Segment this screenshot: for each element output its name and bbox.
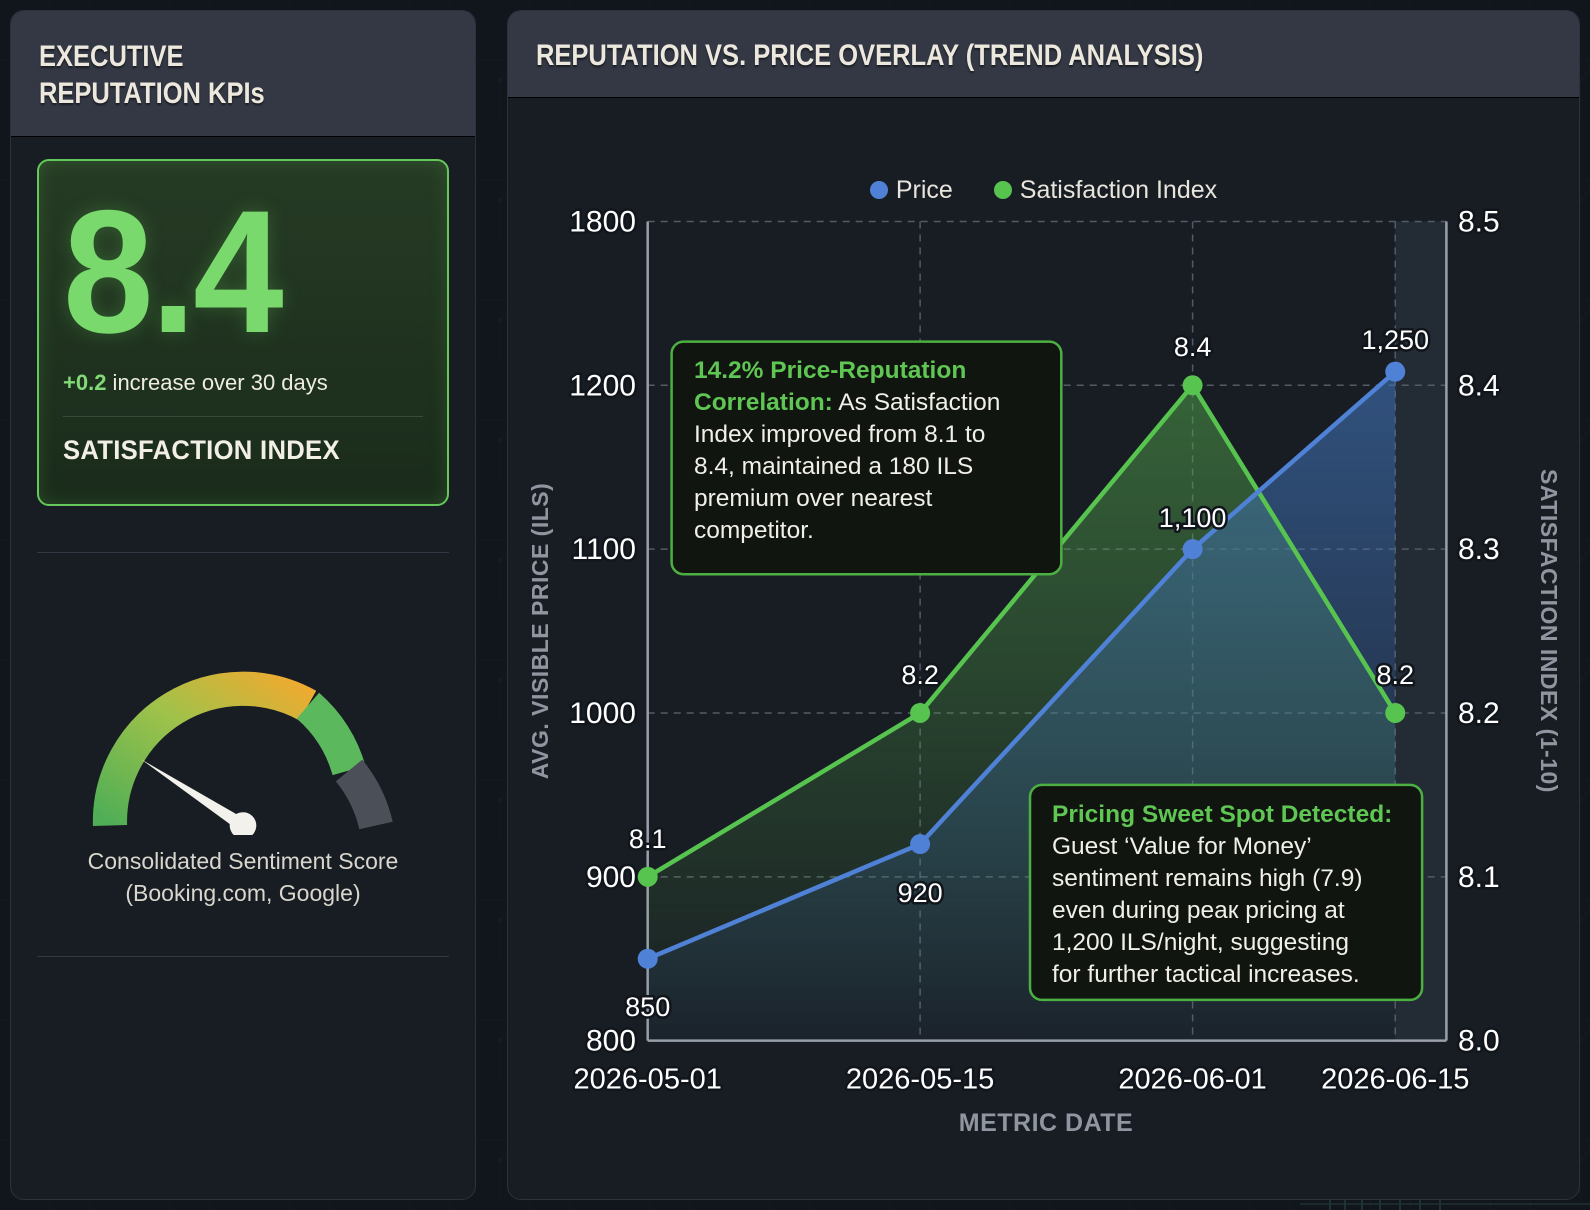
svg-text:8.2: 8.2: [1376, 660, 1414, 690]
svg-text:8.1: 8.1: [629, 824, 667, 854]
svg-text:800: 800: [586, 1025, 636, 1058]
svg-text:sentiment remains high (7.9): sentiment remains high (7.9): [1052, 865, 1362, 892]
svg-text:8.4: 8.4: [1174, 332, 1212, 362]
svg-text:METRIC DATE: METRIC DATE: [959, 1109, 1133, 1137]
svg-text:8.1: 8.1: [1458, 861, 1500, 894]
svg-text:even during peaк pricing at: even during peaк pricing at: [1052, 897, 1345, 924]
svg-text:AVG. VISIBLE PRICE (ILS): AVG. VISIBLE PRICE (ILS): [527, 483, 553, 780]
svg-text:1,250: 1,250: [1361, 325, 1429, 355]
svg-text:1000: 1000: [569, 697, 636, 730]
svg-text:1100: 1100: [571, 533, 636, 566]
svg-text:8.2: 8.2: [1458, 697, 1500, 730]
svg-text:premium over nearest: premium over nearest: [694, 485, 932, 512]
svg-text:14.2% Price-Reputation: 14.2% Price-Reputation: [694, 357, 966, 384]
svg-text:1200: 1200: [569, 369, 636, 402]
svg-text:8.4: 8.4: [1458, 369, 1500, 402]
svg-text:1800: 1800: [569, 205, 636, 238]
svg-text:for further tactical increases: for further tactical increases.: [1052, 961, 1360, 988]
svg-text:Pricing Sweet Spot Detected:: Pricing Sweet Spot Detected:: [1052, 801, 1392, 828]
svg-text:8.2: 8.2: [901, 660, 939, 690]
svg-text:8.5: 8.5: [1458, 205, 1500, 238]
svg-text:Correlation: As Satisfaction: Correlation: As Satisfaction: [694, 389, 1000, 416]
svg-text:2026-06-15: 2026-06-15: [1321, 1064, 1469, 1096]
svg-text:1,200 ILS/night, suggesting: 1,200 ILS/night, suggesting: [1052, 929, 1349, 956]
svg-text:8.4, maintained a 180 ILS: 8.4, maintained a 180 ILS: [694, 453, 973, 480]
svg-text:Index improved from 8.1 to: Index improved from 8.1 to: [694, 421, 985, 448]
svg-text:2026-06-01: 2026-06-01: [1118, 1064, 1266, 1096]
svg-text:1,100: 1,100: [1159, 503, 1227, 533]
svg-text:920: 920: [898, 878, 943, 908]
svg-text:Guest ‘Value for Money’: Guest ‘Value for Money’: [1052, 833, 1312, 860]
svg-text:8.3: 8.3: [1458, 533, 1500, 566]
svg-text:850: 850: [625, 992, 670, 1022]
svg-text:8.0: 8.0: [1458, 1025, 1500, 1058]
svg-text:competitor.: competitor.: [694, 517, 814, 544]
svg-text:900: 900: [586, 861, 636, 894]
svg-text:2026-05-01: 2026-05-01: [574, 1064, 722, 1096]
svg-text:SATISFACTION INDEX (1-10): SATISFACTION INDEX (1-10): [1536, 469, 1562, 793]
svg-text:2026-05-15: 2026-05-15: [846, 1064, 994, 1096]
